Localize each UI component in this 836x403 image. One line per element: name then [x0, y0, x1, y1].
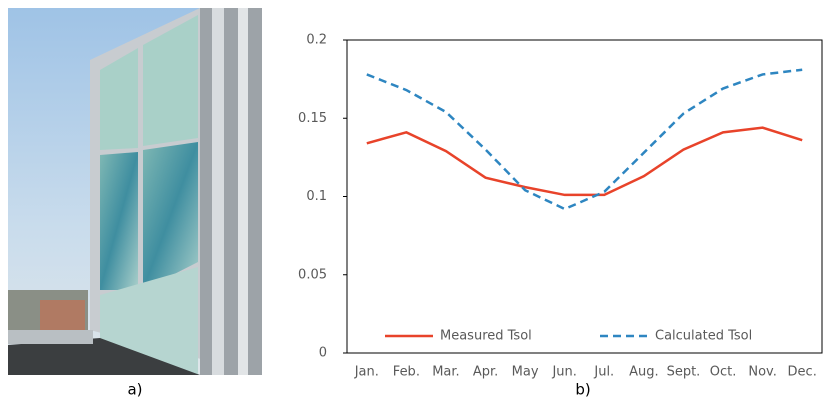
y-tick-label: 0.1: [306, 189, 327, 204]
x-tick-label: Jan.: [354, 365, 379, 380]
plot-frame: [346, 39, 823, 354]
x-tick-label: May: [512, 365, 539, 380]
caption: a): [127, 381, 142, 399]
x-tick-label: Jul.: [593, 365, 614, 380]
x-tick-label: Mar.: [432, 365, 459, 380]
legend-label: Measured Tsol: [440, 329, 532, 344]
photo: [8, 8, 262, 375]
y-tick-label: 0: [319, 346, 327, 361]
x-tick-label: Sept.: [667, 365, 701, 380]
series-line: [366, 126, 803, 197]
x-tick-label: Nov.: [748, 365, 777, 380]
x-tick-label: Apr.: [473, 365, 498, 380]
x-tick-label: Aug.: [629, 365, 659, 380]
legend-label: Calculated Tsol: [655, 329, 752, 344]
x-tick-label: Dec.: [788, 365, 817, 380]
x-tick-label: Oct.: [710, 365, 737, 380]
y-tick-label: 0.05: [298, 267, 327, 282]
x-tick-label: Jun.: [551, 365, 576, 380]
y-tick-label: 0.2: [306, 33, 327, 48]
y-tick-label: 0.15: [298, 111, 327, 126]
caption: b): [575, 381, 590, 399]
series-line: [366, 68, 803, 211]
x-tick-label: Feb.: [393, 365, 420, 380]
